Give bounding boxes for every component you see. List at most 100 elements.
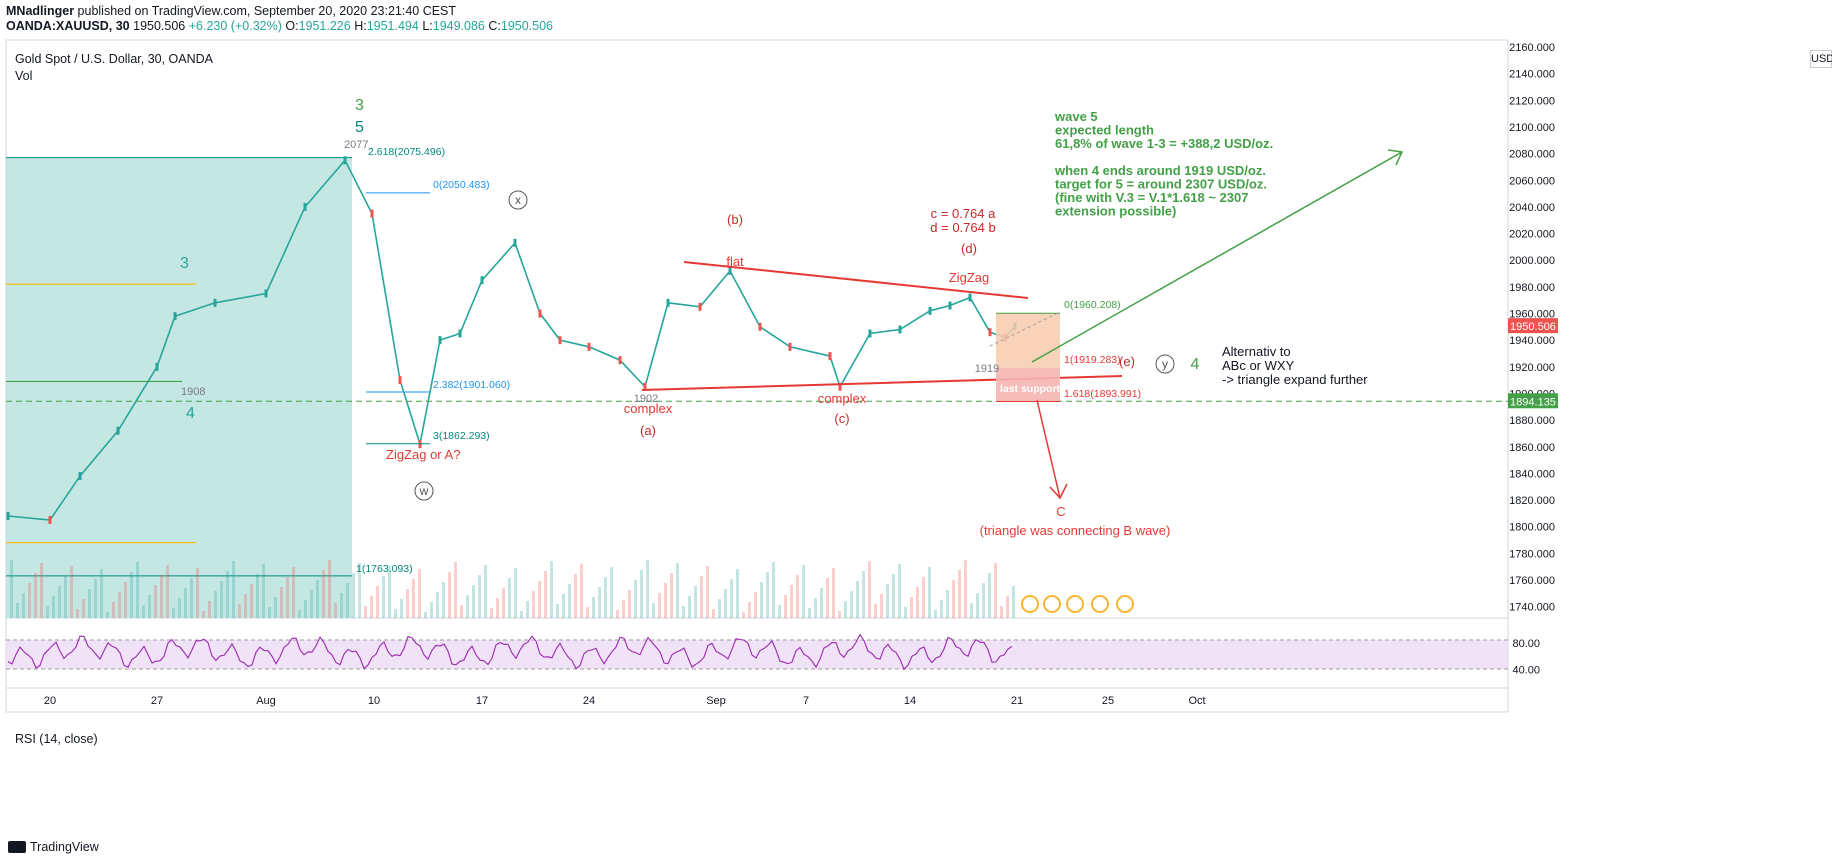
- volume-bar: [460, 605, 463, 618]
- volume-bar: [406, 589, 409, 618]
- wave5-note-line: expected length: [1055, 123, 1154, 138]
- price-point: [666, 298, 670, 307]
- x-axis-tick: 24: [583, 695, 595, 707]
- wave-e-label: (e): [1119, 354, 1135, 369]
- volume-bar: [874, 604, 877, 618]
- event-flag-icon: [1066, 595, 1084, 613]
- rsi-axis-tick: 80.00: [1512, 638, 1540, 650]
- fib-level-label: 2.618(2075.496): [368, 146, 445, 158]
- wave-4-left: 4: [186, 405, 195, 422]
- wave5-arrow-line: [1031, 151, 1403, 363]
- volume-bar: [478, 575, 481, 618]
- x-axis-tick: 20: [44, 695, 56, 707]
- volume-bar: [622, 600, 625, 618]
- volume-bar: [28, 583, 31, 618]
- volume-bar: [472, 585, 475, 618]
- y-axis-tick: 2160.000: [1509, 42, 1555, 54]
- volume-bar: [130, 572, 133, 618]
- volume-bar: [976, 593, 979, 618]
- y-axis-tick: 1780.000: [1509, 548, 1555, 560]
- volume-bar: [454, 562, 457, 618]
- volume-bar: [862, 571, 865, 618]
- event-flag-icon: [1091, 595, 1109, 613]
- wave-circle-label-x: x: [515, 193, 521, 207]
- volume-bar: [202, 611, 205, 618]
- low-1902-label: 1902: [634, 393, 658, 405]
- complex-c-label: complex: [818, 391, 867, 406]
- volume-bar: [484, 565, 487, 618]
- price-point: [78, 472, 82, 481]
- volume-bar: [526, 601, 529, 618]
- volume-bar: [364, 606, 367, 618]
- l-value: 1949.086: [432, 19, 485, 33]
- volume-bar: [262, 564, 265, 618]
- y-axis-tick: 2120.000: [1509, 95, 1555, 107]
- c-value: 1950.506: [500, 19, 554, 33]
- price-point: [558, 336, 562, 345]
- volume-bar: [208, 601, 211, 618]
- volume-bar: [100, 569, 103, 618]
- chart-legend-title: Gold Spot / U.S. Dollar, 30, OANDA: [15, 52, 213, 66]
- volume-bar: [508, 578, 511, 618]
- change: +6.230 (+0.32%): [188, 19, 282, 33]
- h-value: 1951.494: [366, 19, 419, 33]
- y-axis-tick: 1760.000: [1509, 575, 1555, 587]
- volume-bar: [250, 584, 253, 618]
- fib-level-label: 1(1763.093): [356, 563, 413, 575]
- volume-bar: [358, 563, 361, 618]
- volume-bar: [1006, 596, 1009, 618]
- volume-bar: [952, 580, 955, 618]
- volume-bar: [496, 598, 499, 618]
- price-point: [343, 156, 347, 165]
- volume-bar: [940, 600, 943, 618]
- volume-bar: [784, 595, 787, 618]
- volume-bar: [736, 569, 739, 618]
- volume-bar: [166, 565, 169, 618]
- volume-bar: [964, 560, 967, 618]
- volume-bar: [754, 592, 757, 618]
- volume-bar: [286, 577, 289, 618]
- triangle-upper-line: [683, 261, 1029, 299]
- volume-bar: [274, 597, 277, 618]
- y-axis-tick: 1880.000: [1509, 415, 1555, 427]
- volume-bar: [436, 592, 439, 618]
- volume-bar: [232, 561, 235, 618]
- h-label: H:: [354, 19, 367, 33]
- volume-bar: [328, 560, 331, 618]
- fib-level-label: 0(1960.208): [1064, 299, 1121, 311]
- volume-bar: [994, 563, 997, 618]
- volume-bar: [136, 562, 139, 618]
- volume-bar: [550, 561, 553, 618]
- volume-bar: [544, 571, 547, 618]
- volume-bar: [592, 597, 595, 618]
- tradingview-logo-icon: [8, 841, 26, 853]
- o-value: 1951.226: [298, 19, 351, 33]
- event-flag-icon: [1021, 595, 1039, 613]
- volume-bar: [418, 569, 421, 618]
- price-point: [587, 342, 591, 351]
- volume-bar: [850, 591, 853, 618]
- volume-bar: [676, 563, 679, 618]
- volume-bar: [880, 594, 883, 618]
- volume-bar: [646, 560, 649, 618]
- wave-3-top: 3: [355, 97, 364, 114]
- c-arrowhead: [1049, 483, 1068, 500]
- price-point: [538, 309, 542, 318]
- volume-bar: [196, 568, 199, 618]
- price-point: [458, 329, 462, 338]
- volume-bar: [388, 566, 391, 618]
- volume-bar: [808, 608, 811, 618]
- volume-bar: [94, 579, 97, 618]
- rsi-line: [7, 633, 1013, 671]
- wave-region-box: [6, 157, 352, 618]
- price-point: [480, 276, 484, 285]
- currency-button[interactable]: USD: [1810, 50, 1832, 68]
- volume-bar: [982, 583, 985, 618]
- ratio-c-label: c = 0.764 a: [931, 206, 996, 221]
- price-point: [438, 336, 442, 345]
- volume-bar: [634, 580, 637, 618]
- volume-bar: [46, 606, 49, 618]
- volume-bar: [34, 573, 37, 618]
- y-axis-tick: 2140.000: [1509, 69, 1555, 81]
